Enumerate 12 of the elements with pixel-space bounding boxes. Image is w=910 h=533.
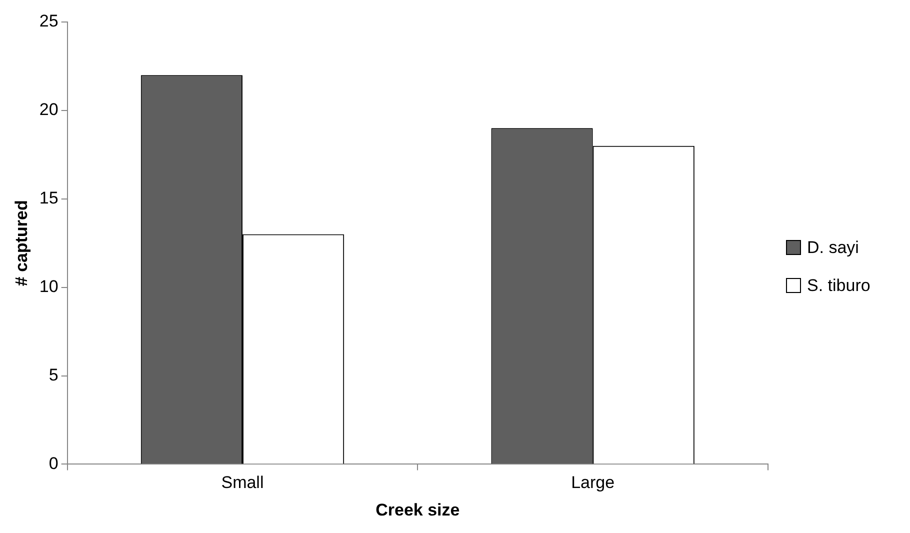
x-tick-label: Small xyxy=(221,473,264,492)
text: S. tiburo xyxy=(807,276,870,296)
y-tick-label: 25 xyxy=(39,12,58,31)
x-tick-label: Large xyxy=(571,473,615,492)
y-tick-label: 10 xyxy=(39,277,58,296)
y-tick-label: 5 xyxy=(48,365,58,384)
legend-label: D. sayi xyxy=(807,238,859,258)
y-tick-label: 0 xyxy=(48,454,58,473)
y-axis-title: # captured xyxy=(12,200,31,286)
y-tick-label: 20 xyxy=(39,100,58,120)
y-tick-label: 15 xyxy=(39,188,58,208)
x-axis-title: Creek size xyxy=(376,500,460,520)
